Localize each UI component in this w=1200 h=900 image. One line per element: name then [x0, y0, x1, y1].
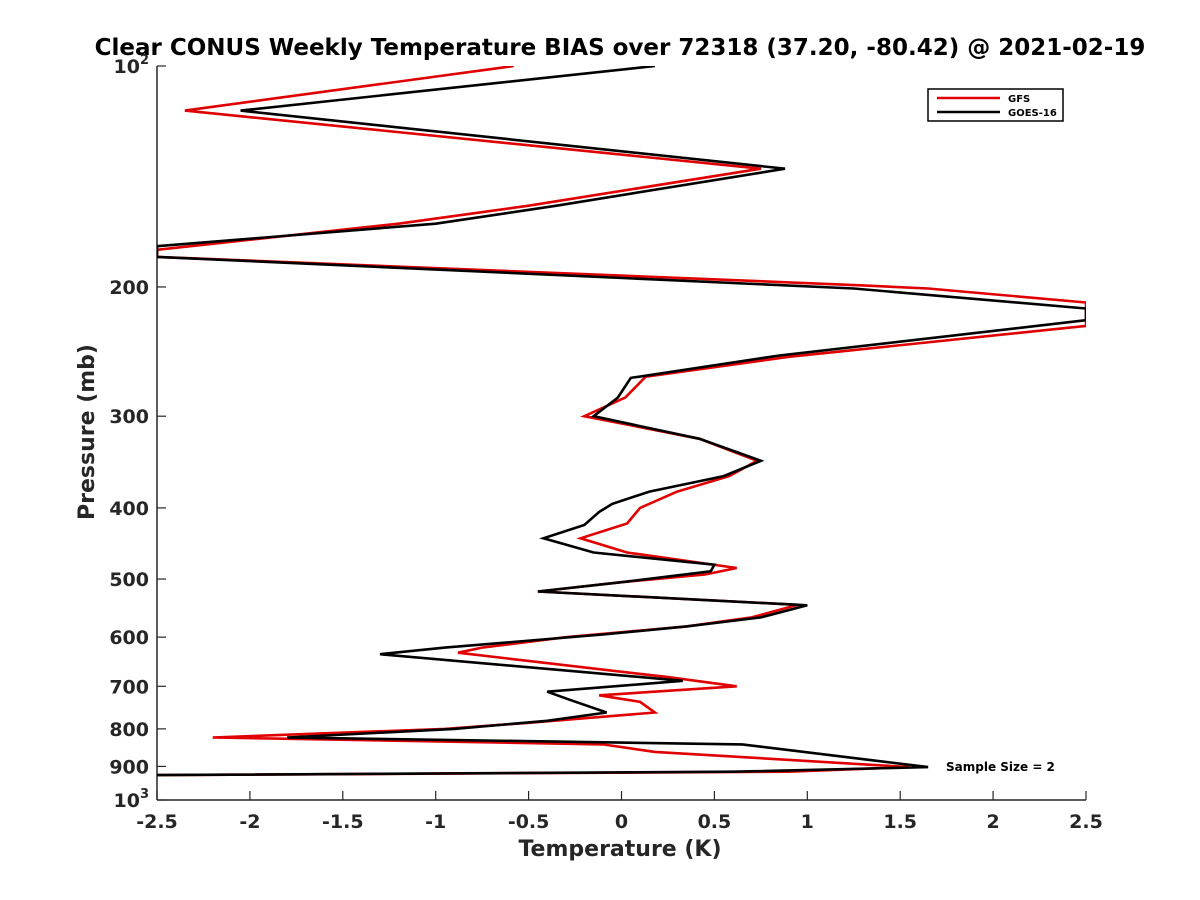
y-tick-exponent: 2: [140, 53, 149, 68]
sample-size-annotation: Sample Size = 2: [946, 760, 1055, 774]
series-line-goes-16: [157, 66, 1086, 777]
x-tick-label: -2.5: [136, 811, 178, 833]
x-tick-label: 0: [615, 811, 628, 833]
x-axis: -2.5 -2 -1.5 -1 -0.5 0 0.5 1 1.5 2 2.5: [136, 791, 1103, 833]
y-tick-label: 200: [109, 277, 149, 299]
y-tick-label: 700: [109, 676, 149, 698]
y-axis-title: Pressure (mb): [75, 344, 100, 520]
x-axis-title: Temperature (K): [518, 837, 721, 862]
x-tick-label: -2: [239, 811, 260, 833]
x-tick-label: 1: [801, 811, 814, 833]
y-tick-label: 600: [109, 627, 149, 649]
x-tick-label: -1: [425, 811, 446, 833]
legend: GFS GOES-16: [927, 88, 1064, 122]
y-tick-exponent: 3: [140, 787, 149, 802]
series-layer: [157, 66, 1086, 777]
legend-label: GOES-16: [1008, 108, 1057, 119]
x-tick-label: 0.5: [698, 811, 732, 833]
y-tick-label: 500: [109, 569, 149, 591]
x-tick-label: -0.5: [508, 811, 550, 833]
legend-box: [927, 88, 1064, 122]
y-tick-label: 103: [114, 787, 150, 812]
y-tick-label: 800: [109, 719, 149, 741]
x-tick-label: 2: [986, 811, 999, 833]
legend-label: GFS: [1008, 94, 1030, 105]
y-tick-label: 300: [109, 406, 149, 428]
y-tick-label: 102: [114, 53, 150, 78]
y-tick-base: 10: [114, 790, 140, 812]
y-tick-label: 900: [109, 756, 149, 778]
chart-title: Clear CONUS Weekly Temperature BIAS over…: [95, 35, 1146, 61]
y-tick-label: 400: [109, 498, 149, 520]
x-tick-label: 2.5: [1069, 811, 1103, 833]
y-tick-base: 10: [114, 56, 140, 78]
x-tick-label: 1.5: [883, 811, 917, 833]
x-tick-label: -1.5: [322, 811, 364, 833]
